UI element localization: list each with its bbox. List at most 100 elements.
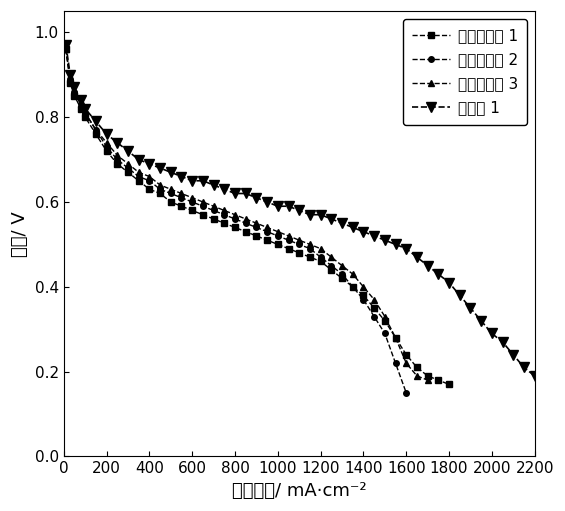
对比实施例 1 [435, 377, 442, 383]
对比实施例 1 [232, 224, 238, 230]
对比实施例 3 [307, 241, 314, 247]
对比实施例 3 [221, 207, 228, 214]
对比实施例 1 [178, 203, 185, 210]
实施例 1 [414, 254, 420, 260]
实施例 1 [210, 182, 217, 188]
对比实施例 2 [210, 207, 217, 214]
对比实施例 3 [77, 101, 84, 107]
实施例 1 [307, 212, 314, 218]
对比实施例 3 [392, 335, 399, 341]
对比实施例 1 [189, 207, 195, 214]
对比实施例 1 [414, 364, 420, 370]
对比实施例 3 [199, 199, 206, 205]
实施例 1 [103, 131, 110, 137]
Y-axis label: 电压/ V: 电压/ V [11, 211, 29, 257]
对比实施例 3 [114, 152, 121, 158]
Line: 实施例 1: 实施例 1 [61, 40, 540, 381]
对比实施例 2 [232, 216, 238, 222]
实施例 1 [167, 169, 174, 175]
实施例 1 [349, 224, 356, 230]
对比实施例 1 [360, 292, 367, 298]
对比实施例 3 [381, 313, 388, 319]
对比实施例 2 [63, 46, 69, 52]
对比实施例 1 [307, 254, 314, 260]
对比实施例 2 [199, 203, 206, 210]
对比实施例 3 [338, 263, 345, 269]
对比实施例 2 [242, 220, 249, 226]
实施例 1 [317, 212, 324, 218]
对比实施例 2 [67, 76, 73, 82]
实施例 1 [221, 186, 228, 192]
对比实施例 3 [93, 127, 99, 133]
对比实施例 1 [317, 258, 324, 264]
对比实施例 3 [285, 233, 292, 239]
实施例 1 [392, 241, 399, 247]
实施例 1 [63, 42, 69, 48]
实施例 1 [135, 156, 142, 162]
对比实施例 3 [210, 203, 217, 210]
对比实施例 2 [82, 110, 89, 116]
实施例 1 [71, 84, 78, 90]
对比实施例 1 [82, 114, 89, 120]
实施例 1 [157, 165, 163, 171]
实施例 1 [199, 178, 206, 184]
实施例 1 [67, 72, 73, 78]
对比实施例 3 [63, 46, 69, 52]
实施例 1 [296, 207, 303, 214]
对比实施例 1 [77, 106, 84, 112]
实施例 1 [77, 97, 84, 103]
实施例 1 [360, 228, 367, 235]
对比实施例 1 [446, 381, 453, 387]
对比实施例 2 [381, 331, 388, 337]
对比实施例 1 [199, 212, 206, 218]
实施例 1 [371, 233, 377, 239]
实施例 1 [424, 263, 431, 269]
Legend: 对比实施例 1, 对比实施例 2, 对比实施例 3, 实施例 1: 对比实施例 1, 对比实施例 2, 对比实施例 3, 实施例 1 [403, 19, 527, 125]
对比实施例 2 [114, 156, 121, 162]
对比实施例 1 [93, 131, 99, 137]
实施例 1 [478, 318, 485, 324]
实施例 1 [125, 148, 132, 154]
对比实施例 1 [167, 199, 174, 205]
实施例 1 [381, 237, 388, 243]
对比实施例 1 [114, 161, 121, 167]
对比实施例 1 [67, 80, 73, 86]
实施例 1 [520, 364, 527, 370]
对比实施例 1 [328, 267, 334, 273]
对比实施例 3 [103, 140, 110, 146]
实施例 1 [264, 199, 271, 205]
对比实施例 3 [82, 110, 89, 116]
对比实施例 3 [125, 161, 132, 167]
对比实施例 1 [146, 186, 153, 192]
对比实施例 1 [210, 216, 217, 222]
实施例 1 [435, 271, 442, 277]
对比实施例 1 [157, 191, 163, 197]
实施例 1 [93, 119, 99, 125]
对比实施例 3 [414, 373, 420, 379]
对比实施例 2 [371, 313, 377, 319]
对比实施例 2 [285, 237, 292, 243]
对比实施例 1 [285, 246, 292, 252]
对比实施例 3 [349, 271, 356, 277]
实施例 1 [114, 140, 121, 146]
对比实施例 1 [275, 241, 281, 247]
对比实施例 3 [371, 296, 377, 303]
对比实施例 2 [93, 127, 99, 133]
对比实施例 1 [135, 178, 142, 184]
对比实施例 3 [189, 195, 195, 201]
对比实施例 3 [253, 220, 260, 226]
对比实施例 3 [317, 246, 324, 252]
对比实施例 2 [103, 144, 110, 150]
对比实施例 3 [146, 173, 153, 179]
对比实施例 3 [135, 169, 142, 175]
Line: 对比实施例 3: 对比实施例 3 [63, 46, 431, 384]
实施例 1 [275, 203, 281, 210]
实施例 1 [467, 305, 474, 311]
对比实施例 1 [296, 250, 303, 256]
对比实施例 3 [242, 216, 249, 222]
对比实施例 1 [103, 148, 110, 154]
对比实施例 2 [360, 296, 367, 303]
对比实施例 1 [264, 237, 271, 243]
实施例 1 [531, 373, 538, 379]
对比实施例 1 [125, 169, 132, 175]
